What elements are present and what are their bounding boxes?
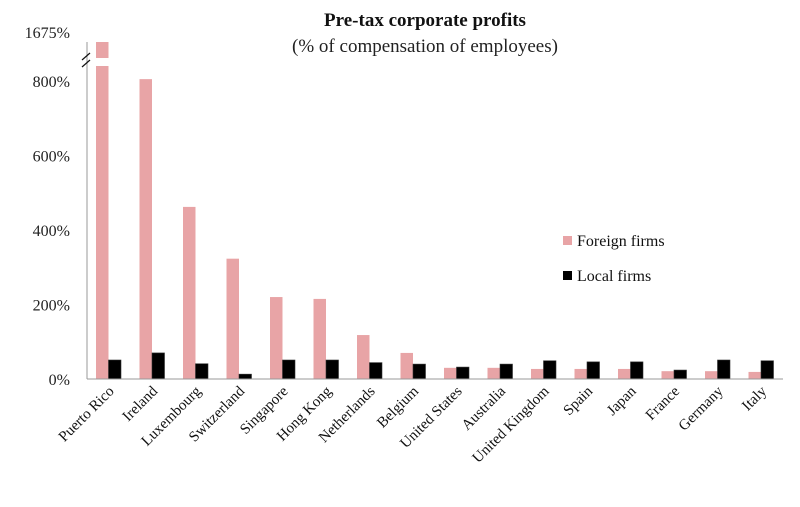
bar-local-firms-belgium — [412, 363, 426, 380]
bar-foreign-firms-puerto-rico — [96, 66, 109, 379]
chart-title: Pre-tax corporate profits — [324, 10, 526, 31]
y-tick-label: 800% — [33, 74, 70, 91]
y-tick-label: 600% — [33, 149, 70, 166]
x-tick-label-united-kingdom: United Kingdom — [470, 383, 553, 466]
legend-label-foreign-firms: Foreign firms — [577, 233, 665, 250]
bar-local-firms-france — [673, 369, 687, 380]
legend-swatch-local-firms — [563, 271, 572, 280]
bar-foreign-firms-united-states — [444, 367, 457, 379]
x-tick-label-italy: Italy — [739, 383, 770, 414]
bar-foreign-firms-germany — [705, 371, 718, 379]
bar-foreign-firms-france — [661, 371, 674, 379]
y-tick-label: 0% — [49, 372, 70, 389]
bar-local-firms-united-states — [456, 366, 470, 380]
bar-foreign-firms-spain — [574, 368, 587, 379]
bar-local-firms-puerto-rico — [108, 359, 122, 380]
bar-local-firms-spain — [586, 361, 600, 380]
x-tick-label-spain: Spain — [561, 383, 597, 419]
legend-label-local-firms: Local firms — [577, 268, 651, 285]
bar-foreign-firms-australia — [487, 367, 500, 379]
bar-local-firms-switzerland — [238, 373, 252, 380]
bars — [96, 42, 774, 380]
y-axis: 0% 200% 400% 600% 800% 1675% — [25, 25, 91, 389]
y-tick-label: 200% — [33, 298, 70, 315]
bar-local-firms-japan — [630, 361, 644, 380]
bar-foreign-firms-belgium — [400, 352, 413, 379]
bar-foreign-firms-italy — [748, 371, 761, 379]
bar-local-firms-luxembourg — [195, 363, 209, 380]
bar-local-firms-germany — [717, 359, 731, 380]
bar-local-firms-singapore — [282, 359, 296, 380]
bar-foreign-firms-netherlands — [357, 335, 370, 379]
axis-break-mark-lower — [81, 59, 91, 68]
x-tick-label-puerto-rico: Puerto Rico — [56, 384, 118, 446]
chart-subtitle: (% of compensation of employees) — [292, 36, 558, 57]
legend-swatch-foreign-firms — [563, 236, 572, 245]
bar-local-firms-italy — [760, 360, 774, 380]
bar-foreign-firms-luxembourg — [183, 206, 196, 379]
bar-foreign-firms-hong-kong — [313, 298, 326, 379]
x-tick-label-japan: Japan — [604, 383, 640, 419]
bar-foreign-firms-ireland — [139, 79, 152, 379]
bar-local-firms-netherlands — [369, 362, 383, 380]
y-tick-label-break: 1675% — [25, 25, 70, 42]
bar-foreign-firms-switzerland — [226, 258, 239, 379]
x-tick-label-germany: Germany — [676, 383, 727, 434]
bar-foreign-firms-puerto-rico-upper — [96, 42, 109, 58]
x-tick-label-france: France — [643, 383, 683, 423]
bar-local-firms-hong-kong — [325, 359, 339, 380]
bar-local-firms-australia — [499, 363, 513, 380]
axis-break-mark-upper — [81, 52, 91, 61]
bar-foreign-firms-singapore — [270, 297, 283, 379]
x-tick-label-ireland: Ireland — [120, 383, 162, 425]
bar-local-firms-united-kingdom — [543, 360, 557, 380]
bar-local-firms-ireland — [151, 352, 165, 380]
category-labels: Puerto Rico IrelandLuxembourgSwitzerlandS… — [56, 383, 771, 466]
y-tick-label: 400% — [33, 223, 70, 240]
bar-foreign-firms-japan — [618, 368, 631, 379]
legend: Foreign firms Local firms — [563, 233, 665, 285]
bar-foreign-firms-united-kingdom — [531, 368, 544, 379]
